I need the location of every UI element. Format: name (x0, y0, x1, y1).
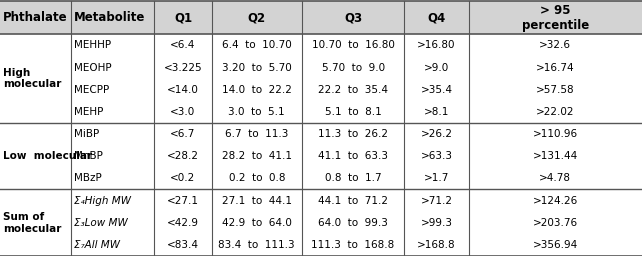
Text: MBzP: MBzP (74, 173, 101, 183)
Text: 41.1  to  63.3: 41.1 to 63.3 (318, 151, 388, 161)
Text: >99.3: >99.3 (421, 218, 453, 228)
Text: 6.7  to  11.3: 6.7 to 11.3 (225, 129, 288, 139)
Text: 6.4  to  10.70: 6.4 to 10.70 (222, 40, 291, 50)
Text: 83.4  to  111.3: 83.4 to 111.3 (218, 240, 295, 250)
Text: Low  molecular: Low molecular (3, 151, 92, 161)
Text: >168.8: >168.8 (417, 240, 456, 250)
Text: 22.2  to  35.4: 22.2 to 35.4 (318, 85, 388, 95)
Text: >124.26: >124.26 (533, 196, 578, 206)
Text: >57.58: >57.58 (536, 85, 575, 95)
Text: Q3: Q3 (344, 11, 362, 24)
Text: >63.3: >63.3 (421, 151, 453, 161)
FancyBboxPatch shape (0, 1, 642, 34)
Text: <28.2: <28.2 (167, 151, 199, 161)
Text: >356.94: >356.94 (533, 240, 578, 250)
Text: Q4: Q4 (428, 11, 446, 24)
Text: >22.02: >22.02 (536, 107, 575, 117)
Text: Q1: Q1 (174, 11, 192, 24)
Text: 28.2  to  41.1: 28.2 to 41.1 (221, 151, 292, 161)
Text: 0.2  to  0.8: 0.2 to 0.8 (229, 173, 285, 183)
Text: Q2: Q2 (248, 11, 266, 24)
Text: 0.8  to  1.7: 0.8 to 1.7 (325, 173, 381, 183)
Text: MnBP: MnBP (74, 151, 103, 161)
Text: 10.70  to  16.80: 10.70 to 16.80 (311, 40, 395, 50)
Text: MECPP: MECPP (74, 85, 109, 95)
Text: Phthalate: Phthalate (3, 11, 68, 24)
Text: >131.44: >131.44 (533, 151, 578, 161)
Text: >26.2: >26.2 (421, 129, 453, 139)
Text: >4.78: >4.78 (539, 173, 571, 183)
Text: Metabolite: Metabolite (74, 11, 145, 24)
Text: Σ₃Low MW: Σ₃Low MW (74, 218, 128, 228)
Text: >35.4: >35.4 (421, 85, 453, 95)
Text: <6.7: <6.7 (170, 129, 196, 139)
Text: 3.0  to  5.1: 3.0 to 5.1 (229, 107, 285, 117)
Text: 5.1  to  8.1: 5.1 to 8.1 (325, 107, 381, 117)
Text: <42.9: <42.9 (167, 218, 199, 228)
Text: 27.1  to  44.1: 27.1 to 44.1 (221, 196, 292, 206)
Text: >1.7: >1.7 (424, 173, 449, 183)
Text: >9.0: >9.0 (424, 62, 449, 72)
Text: 14.0  to  22.2: 14.0 to 22.2 (222, 85, 291, 95)
Text: MiBP: MiBP (74, 129, 99, 139)
Text: 42.9  to  64.0: 42.9 to 64.0 (222, 218, 291, 228)
Text: Σ₄High MW: Σ₄High MW (74, 196, 131, 206)
Text: >110.96: >110.96 (533, 129, 578, 139)
Text: <27.1: <27.1 (167, 196, 199, 206)
Text: >71.2: >71.2 (421, 196, 453, 206)
Text: <14.0: <14.0 (167, 85, 199, 95)
Text: >8.1: >8.1 (424, 107, 449, 117)
Text: > 95
percentile: > 95 percentile (522, 4, 589, 32)
Text: MEOHP: MEOHP (74, 62, 112, 72)
Text: Sum of
molecular: Sum of molecular (3, 212, 62, 233)
Text: MEHP: MEHP (74, 107, 103, 117)
Text: >16.80: >16.80 (417, 40, 456, 50)
Text: 11.3  to  26.2: 11.3 to 26.2 (318, 129, 388, 139)
Text: 3.20  to  5.70: 3.20 to 5.70 (222, 62, 291, 72)
Text: <3.0: <3.0 (170, 107, 196, 117)
Text: <0.2: <0.2 (170, 173, 196, 183)
Text: 111.3  to  168.8: 111.3 to 168.8 (311, 240, 395, 250)
Text: <83.4: <83.4 (167, 240, 199, 250)
Text: >16.74: >16.74 (536, 62, 575, 72)
Text: >32.6: >32.6 (539, 40, 571, 50)
Text: <3.225: <3.225 (164, 62, 202, 72)
Text: 64.0  to  99.3: 64.0 to 99.3 (318, 218, 388, 228)
Text: High
molecular: High molecular (3, 68, 62, 89)
Text: >203.76: >203.76 (533, 218, 578, 228)
Text: 44.1  to  71.2: 44.1 to 71.2 (318, 196, 388, 206)
Text: MEHHP: MEHHP (74, 40, 111, 50)
Text: 5.70  to  9.0: 5.70 to 9.0 (322, 62, 385, 72)
Text: <6.4: <6.4 (170, 40, 196, 50)
Text: Σ₇All MW: Σ₇All MW (74, 240, 120, 250)
